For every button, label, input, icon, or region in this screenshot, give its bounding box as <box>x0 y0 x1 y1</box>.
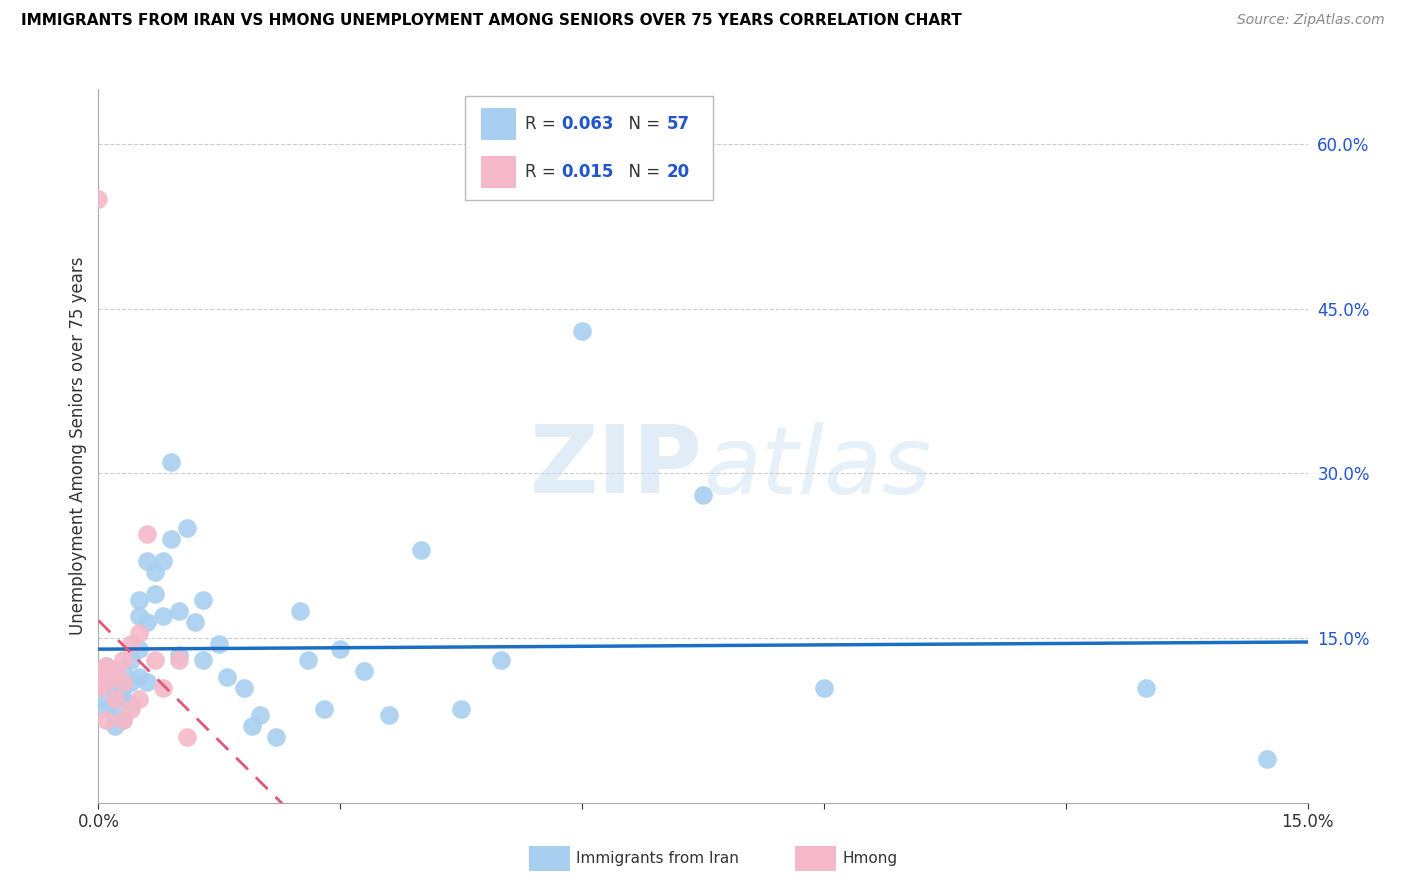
Point <box>87 669 110 683</box>
Point <box>152 681 174 695</box>
Point <box>297 653 319 667</box>
Point <box>96 702 118 716</box>
Point <box>176 730 198 744</box>
Point <box>103 719 125 733</box>
FancyBboxPatch shape <box>465 96 713 200</box>
Point <box>314 702 336 716</box>
Point <box>135 615 157 629</box>
Point <box>571 324 593 338</box>
FancyBboxPatch shape <box>794 847 837 871</box>
Point <box>96 675 118 690</box>
Point <box>143 566 166 580</box>
Point <box>240 719 263 733</box>
Text: N =: N = <box>619 115 665 133</box>
Point <box>167 648 190 662</box>
FancyBboxPatch shape <box>481 156 516 188</box>
Point <box>160 533 183 547</box>
Point <box>128 669 150 683</box>
Point <box>96 675 118 690</box>
Point <box>264 730 287 744</box>
Point <box>143 587 166 601</box>
Text: Immigrants from Iran: Immigrants from Iran <box>576 851 740 866</box>
Point <box>96 658 118 673</box>
Point <box>103 681 125 695</box>
Point <box>249 708 271 723</box>
Point <box>103 691 125 706</box>
Point <box>103 664 125 678</box>
Point <box>103 708 125 723</box>
Text: R =: R = <box>526 115 561 133</box>
Text: R =: R = <box>526 163 561 181</box>
Point <box>120 697 142 711</box>
Point <box>135 526 157 541</box>
Point <box>111 714 134 728</box>
Point <box>96 658 118 673</box>
Point <box>111 714 134 728</box>
Point <box>193 653 215 667</box>
Point <box>377 708 399 723</box>
Point <box>232 681 254 695</box>
Point <box>353 664 375 678</box>
Point <box>692 488 714 502</box>
FancyBboxPatch shape <box>529 847 569 871</box>
Text: Source: ZipAtlas.com: Source: ZipAtlas.com <box>1237 13 1385 28</box>
Point <box>87 192 110 206</box>
Text: 0.063: 0.063 <box>561 115 614 133</box>
Point <box>87 681 110 695</box>
Point <box>128 609 150 624</box>
Point <box>111 664 134 678</box>
Point <box>96 691 118 706</box>
Point <box>111 691 134 706</box>
Point <box>120 702 142 716</box>
FancyBboxPatch shape <box>481 108 516 140</box>
Point <box>193 592 215 607</box>
Point <box>184 615 207 629</box>
Text: 0.015: 0.015 <box>561 163 614 181</box>
Text: IMMIGRANTS FROM IRAN VS HMONG UNEMPLOYMENT AMONG SENIORS OVER 75 YEARS CORRELATI: IMMIGRANTS FROM IRAN VS HMONG UNEMPLOYME… <box>21 13 962 29</box>
Text: 57: 57 <box>666 115 690 133</box>
Point <box>120 653 142 667</box>
Text: atlas: atlas <box>703 422 931 513</box>
Point <box>409 543 432 558</box>
Point <box>208 637 231 651</box>
Point <box>120 637 142 651</box>
Point <box>128 691 150 706</box>
Text: N =: N = <box>619 163 665 181</box>
Point <box>135 675 157 690</box>
Point <box>96 714 118 728</box>
Point <box>329 642 352 657</box>
Point <box>152 609 174 624</box>
Point <box>1256 752 1278 766</box>
Point <box>813 681 835 695</box>
Point <box>128 592 150 607</box>
Text: ZIP: ZIP <box>530 421 703 514</box>
Point <box>111 681 134 695</box>
Point <box>167 653 190 667</box>
Point <box>111 675 134 690</box>
Point <box>87 681 110 695</box>
Point <box>288 604 311 618</box>
Point <box>217 669 239 683</box>
Point <box>103 691 125 706</box>
Point <box>450 702 472 716</box>
Point <box>120 675 142 690</box>
Point <box>87 664 110 678</box>
Point <box>152 554 174 568</box>
Text: Hmong: Hmong <box>842 851 897 866</box>
Point <box>135 554 157 568</box>
Point <box>176 521 198 535</box>
Point <box>491 653 513 667</box>
Point <box>128 625 150 640</box>
Point <box>143 653 166 667</box>
Point <box>111 653 134 667</box>
Y-axis label: Unemployment Among Seniors over 75 years: Unemployment Among Seniors over 75 years <box>69 257 87 635</box>
Point <box>103 664 125 678</box>
Point <box>160 455 183 469</box>
Point <box>167 604 190 618</box>
Point <box>128 642 150 657</box>
Text: 20: 20 <box>666 163 690 181</box>
Point <box>1135 681 1157 695</box>
